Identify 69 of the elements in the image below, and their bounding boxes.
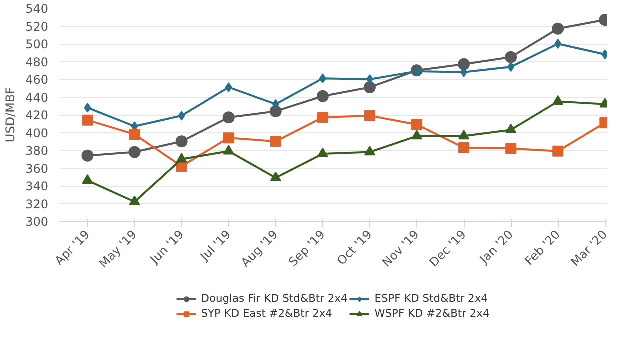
y-tick-label: 480 [26,55,48,70]
y-tick-label: 320 [26,197,48,212]
point [506,124,517,134]
x-tick-label: Aug '19 [238,228,281,270]
x-tick-label: Feb '20 [522,228,564,268]
point [84,102,92,113]
point [128,146,141,158]
point [506,143,517,154]
x-tick-label: Apr '19 [52,228,93,268]
y-tick-label: 500 [26,38,48,52]
point [508,62,515,72]
y-tick-label: 380 [26,144,48,158]
point [270,105,282,118]
point [129,129,140,140]
point [554,39,562,49]
point [223,132,234,144]
y-tick-label: 520 [26,20,48,34]
point [178,110,186,121]
point [458,142,470,154]
point [364,110,376,122]
point [317,112,328,124]
y-tick-label: 460 [26,73,48,87]
point [319,74,326,84]
x-tick-label: Dec '19 [426,228,469,270]
legend-label: SYP KD East #2&Btr 2x4 [201,307,332,320]
point [270,136,282,148]
point [458,58,470,70]
point [316,90,329,102]
legend-label: WSPF KD #2&Btr 2x4 [374,307,490,320]
point [552,146,564,157]
y-axis-title: USD/MBF [4,87,18,143]
point [552,95,564,106]
point [364,82,376,94]
x-tick-label: Jun '19 [147,228,187,268]
point [552,22,564,35]
y-tick-label: 420 [26,108,48,122]
point [129,196,140,206]
y-tick-label: 340 [26,180,48,194]
point [460,67,468,78]
point [411,130,422,140]
point [272,99,280,110]
point [458,130,470,140]
x-tick-label: Mar '20 [568,228,610,270]
y-tick-label: 540 [26,2,48,16]
y-tick-label: 400 [26,126,48,140]
point [364,146,376,156]
y-tick-label: 360 [26,162,48,176]
point [82,150,94,162]
point [225,82,232,92]
legend-label: Douglas Fir KD Std&Btr 2x4 [201,292,348,305]
point [411,119,422,130]
x-tick-label: Jan '20 [476,228,516,268]
x-tick-label: Sep '19 [286,228,328,270]
y-tick-label: 300 [26,215,48,229]
point [222,112,235,124]
x-tick-label: Oct '19 [334,228,375,268]
point [82,174,94,184]
point [270,172,282,182]
y-tick-label: 440 [26,90,48,105]
point [82,114,94,126]
point [413,66,420,77]
legend-label: ESPF KD Std&Btr 2x4 [374,292,488,305]
point [505,51,518,64]
point [223,145,234,155]
point [317,148,328,158]
point [176,153,188,163]
point [176,136,188,148]
x-tick-label: Jul '19 [197,228,234,264]
point [366,74,374,84]
